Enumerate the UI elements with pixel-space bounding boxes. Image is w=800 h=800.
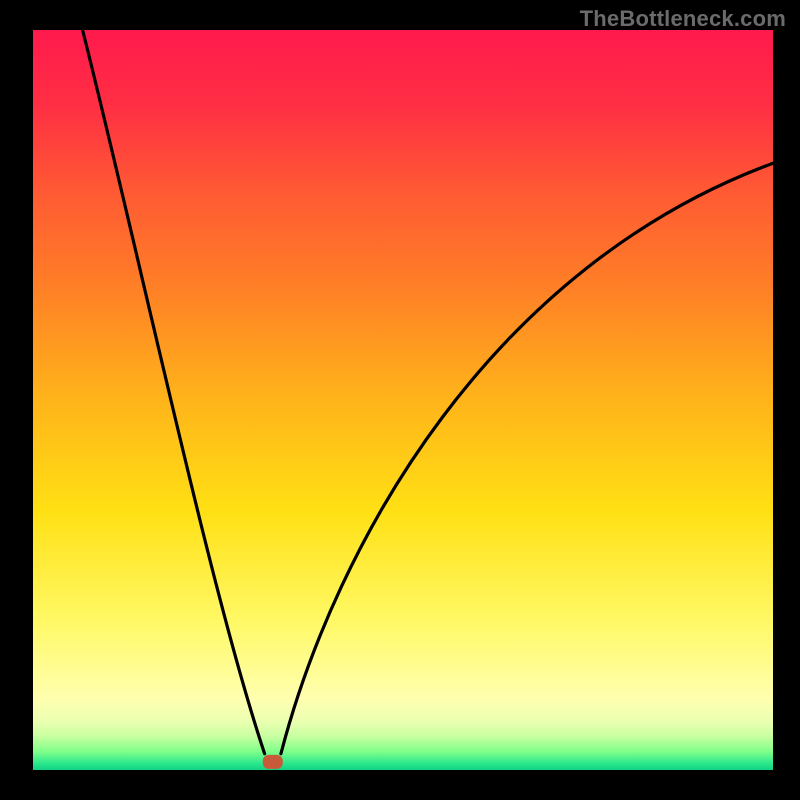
watermark-text: TheBottleneck.com [580, 6, 786, 32]
chart-container: TheBottleneck.com [0, 0, 800, 800]
bottleneck-chart [0, 0, 800, 800]
plot-background [33, 30, 773, 770]
bottleneck-marker [263, 755, 283, 769]
